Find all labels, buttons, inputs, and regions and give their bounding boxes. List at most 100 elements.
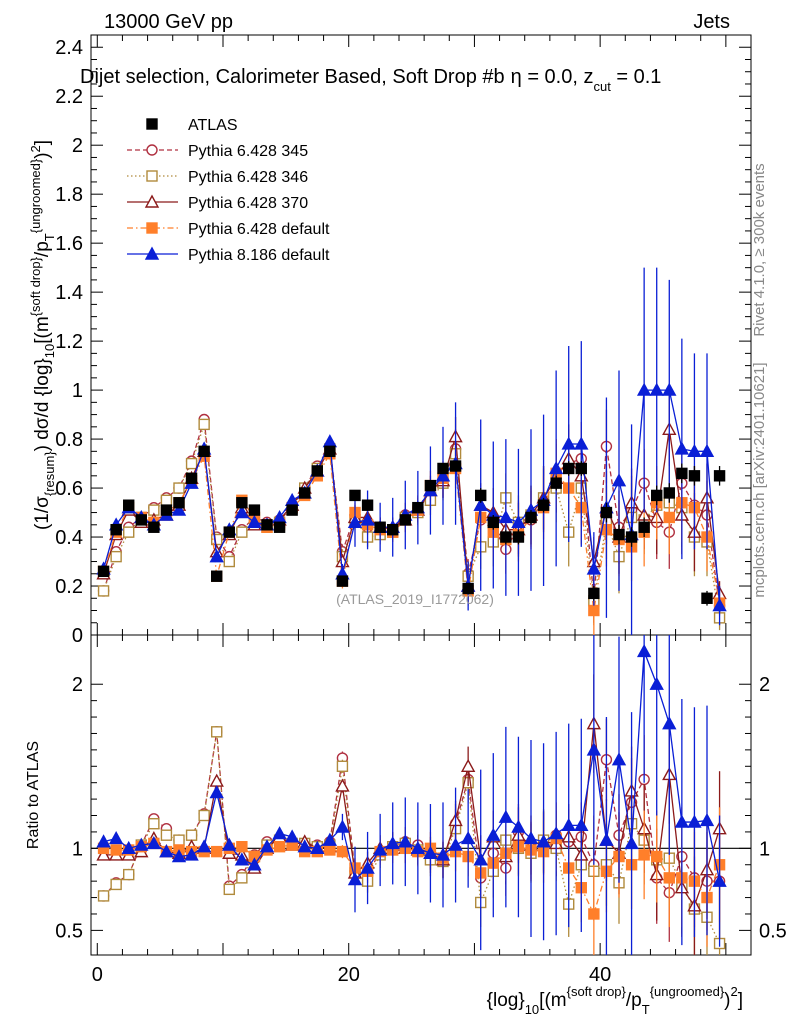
data-point <box>460 758 476 772</box>
legend-item: Pythia 6.428 346 <box>127 169 308 186</box>
data-point <box>360 860 375 874</box>
analysis-watermark: (ATLAS_2019_I1772062) <box>336 591 494 607</box>
y-tick-label: 0.4 <box>55 527 83 549</box>
data-point <box>198 418 210 431</box>
data-point <box>674 441 690 455</box>
data-point <box>498 809 514 823</box>
data-point <box>511 819 526 833</box>
data-point <box>97 565 110 578</box>
y-tick-label: 0.6 <box>55 478 83 500</box>
y-tick-label: 2 <box>72 135 83 157</box>
data-point <box>236 840 248 853</box>
data-point <box>171 502 187 516</box>
series-pythia-8-186-default <box>96 635 727 955</box>
legend: ATLAS Pythia 6.428 345 Pythia 6.428 346 Pyt… <box>127 117 330 264</box>
data-point <box>286 504 298 516</box>
data-point <box>588 908 600 920</box>
data-point <box>410 840 426 855</box>
data-point <box>234 505 250 519</box>
y-tick-label: 2.4 <box>55 37 83 59</box>
data-point <box>347 872 363 886</box>
data-point <box>310 840 325 855</box>
series-pythia-8-186-default <box>96 267 727 635</box>
y-tick-label: 0 <box>72 625 83 647</box>
data-point <box>687 443 702 458</box>
data-point <box>335 778 350 792</box>
data-point <box>96 847 111 861</box>
data-point <box>449 460 462 472</box>
data-point <box>223 555 235 568</box>
data-point <box>475 489 487 502</box>
ratio-plot-frame <box>90 634 752 956</box>
data-point <box>236 497 248 509</box>
data-point <box>548 826 564 840</box>
data-point <box>651 850 663 863</box>
data-point <box>372 842 388 856</box>
data-point <box>487 516 499 529</box>
data-point <box>284 829 300 843</box>
data-point <box>588 587 600 600</box>
data-point <box>563 462 575 475</box>
data-point <box>110 844 122 856</box>
legend-marker <box>144 194 160 208</box>
data-point <box>387 523 399 536</box>
data-point <box>424 479 437 492</box>
data-point <box>185 829 198 841</box>
data-point <box>398 834 413 848</box>
data-point <box>223 526 235 538</box>
ratio-y-tick-label-right: 2 <box>759 674 770 696</box>
data-point <box>586 561 602 575</box>
data-point <box>209 549 224 563</box>
data-point <box>712 598 727 612</box>
data-point <box>536 834 551 848</box>
data-point <box>588 604 600 617</box>
data-point <box>512 531 525 543</box>
data-point <box>385 835 400 850</box>
data-point <box>662 382 677 396</box>
data-point <box>699 812 715 827</box>
data-point <box>110 523 122 536</box>
data-point <box>236 872 248 884</box>
main-y-label: (1/σ{resum}) dσ/d {log}10[(m{soft drop}/… <box>28 140 57 530</box>
data-point <box>336 575 349 587</box>
legend-item: Pythia 8.186 default <box>127 246 330 264</box>
legend-label: Pythia 6.428 default <box>188 221 330 238</box>
data-point <box>435 468 451 482</box>
data-point <box>460 831 476 845</box>
data-point <box>561 436 576 450</box>
data-point <box>361 499 374 511</box>
data-point <box>135 514 147 526</box>
rivet-label: Rivet 4.1.0, ≥ 300k events <box>751 163 768 336</box>
data-point <box>498 509 514 524</box>
data-point <box>247 514 262 529</box>
data-point <box>222 837 237 851</box>
data-point <box>473 852 488 866</box>
data-point <box>575 462 587 475</box>
data-point <box>586 742 602 756</box>
data-point <box>638 849 650 861</box>
legend-item: Pythia 6.428 default <box>127 221 330 238</box>
data-point <box>649 676 664 690</box>
data-point <box>663 511 675 524</box>
data-point <box>599 832 614 846</box>
data-point <box>97 585 110 597</box>
ratio-y-tick-label: 2 <box>72 674 83 696</box>
data-point <box>674 814 690 828</box>
ratio-y-tick-label-right: 1 <box>759 838 770 860</box>
data-point <box>676 467 688 480</box>
data-point <box>234 852 250 866</box>
legend-label: ATLAS <box>188 117 238 134</box>
data-point <box>322 434 338 448</box>
data-point <box>448 837 463 851</box>
data-point <box>97 890 110 902</box>
y-tick-label: 1.2 <box>55 331 83 353</box>
data-point <box>148 521 160 533</box>
data-point <box>108 831 124 845</box>
legend-label: Pythia 8.186 default <box>188 247 330 264</box>
data-point <box>134 837 149 851</box>
data-point <box>537 499 550 511</box>
y-tick-label: 0.8 <box>55 429 83 451</box>
legend-item: ATLAS <box>146 117 238 134</box>
data-point <box>699 443 715 458</box>
